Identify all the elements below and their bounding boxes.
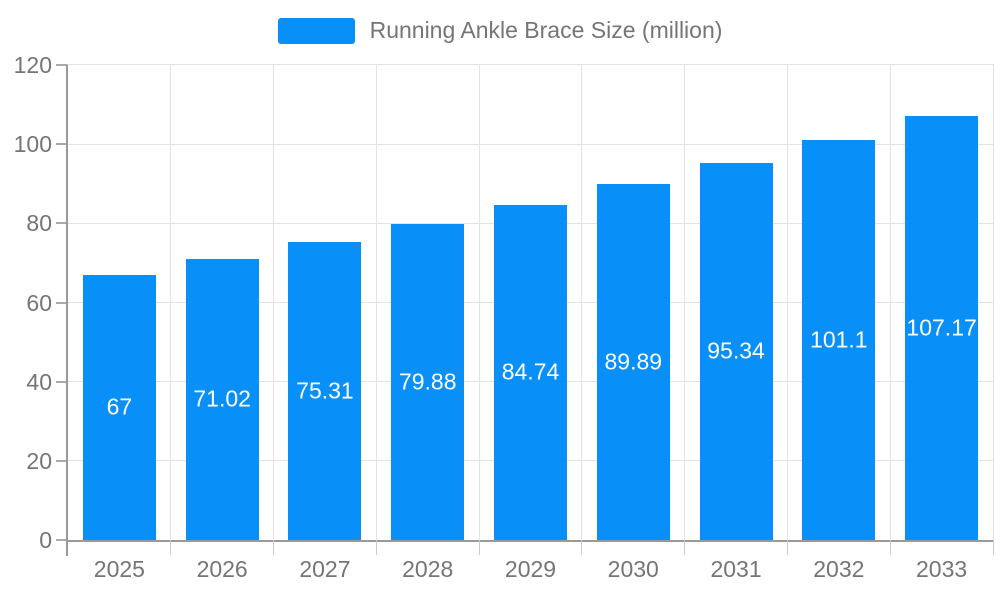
y-axis-tick-label: 20 [26, 447, 52, 474]
bar-value-label: 95.34 [707, 337, 765, 364]
x-axis-tick-label: 2031 [710, 556, 762, 582]
bar-value-label: 101.1 [810, 326, 868, 353]
x-axis-tick [273, 540, 275, 555]
legend-swatch [277, 17, 355, 44]
plot-area: 0 20 40 60 80 100 120 67 2025 71.02 2026 75.31 2027 7… [14, 52, 994, 582]
y-axis-tick [56, 222, 66, 225]
x-axis-tick-label: 2025 [93, 556, 145, 582]
y-axis-tick [56, 380, 66, 383]
y-axis-tick [56, 143, 66, 146]
bar: 79.88 [391, 223, 465, 540]
x-axis-tick-label: 2029 [504, 556, 557, 582]
gridline-vertical [684, 65, 686, 540]
bar-value-label: 71.02 [193, 385, 251, 412]
x-axis-tick [889, 540, 891, 555]
legend-label: Running Ankle Brace Size (million) [369, 17, 723, 43]
bar: 95.34 [699, 162, 773, 540]
gridline-vertical [273, 65, 275, 540]
y-axis-tick [56, 64, 66, 66]
gridline-vertical [478, 65, 480, 540]
gridline-vertical [170, 65, 172, 540]
y-axis-tick [56, 301, 66, 304]
y-axis-tick-label: 40 [26, 368, 52, 395]
x-axis-tick-label: 2032 [813, 556, 865, 582]
x-axis-tick-label: 2026 [196, 556, 248, 582]
x-axis-tick [684, 540, 686, 555]
y-axis-tick [56, 539, 66, 541]
bar: 84.74 [494, 204, 567, 540]
bar-value-label: 67 [106, 393, 133, 420]
y-axis-tick [56, 459, 66, 462]
bar: 89.89 [596, 184, 670, 540]
y-axis-extension [66, 540, 68, 556]
y-axis-tick-label: 0 [39, 527, 52, 553]
bar: 75.31 [288, 241, 362, 540]
bar: 101.1 [802, 139, 876, 540]
bar: 67 [82, 274, 156, 540]
x-axis-tick [170, 540, 172, 555]
x-axis-tick [786, 540, 788, 555]
gridline-vertical [889, 65, 891, 540]
x-axis-tick [375, 540, 377, 555]
x-axis-tick [478, 540, 480, 555]
gridline-vertical [786, 65, 788, 540]
y-axis-tick-label: 120 [13, 52, 52, 78]
bar-value-label: 75.31 [296, 377, 354, 404]
gridline-vertical [375, 65, 377, 540]
x-axis-tick [992, 540, 994, 555]
gridline-horizontal [68, 143, 993, 145]
bar-value-label: 107.17 [906, 314, 977, 341]
x-axis-tick-label: 2030 [607, 556, 659, 582]
y-axis-tick-label: 100 [13, 131, 52, 158]
y-axis-tick-label: 80 [26, 210, 52, 237]
bar-value-label: 84.74 [501, 358, 560, 385]
legend[interactable]: Running Ankle Brace Size (million) [0, 17, 1000, 44]
gridline-vertical [581, 65, 583, 540]
bar-value-label: 79.88 [398, 368, 457, 395]
x-axis-tick-label: 2028 [402, 556, 454, 582]
x-axis-tick-label: 2033 [916, 556, 968, 582]
bar: 107.17 [905, 115, 979, 540]
bar-value-label: 89.89 [604, 348, 663, 375]
x-axis-tick [581, 540, 583, 555]
bar: 71.02 [185, 258, 259, 540]
x-axis-tick-label: 2027 [299, 556, 351, 582]
y-axis-tick-label: 60 [26, 289, 52, 316]
